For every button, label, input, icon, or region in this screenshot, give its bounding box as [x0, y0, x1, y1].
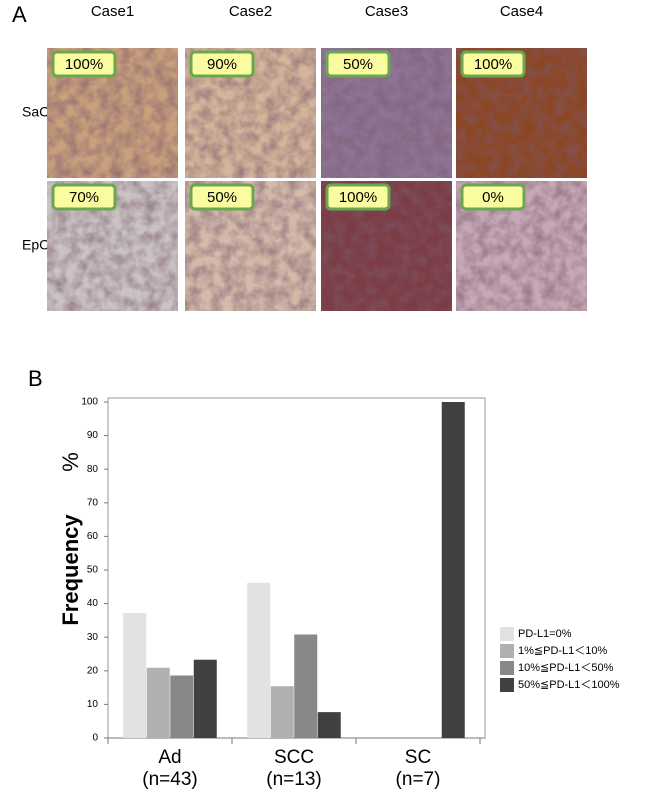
legend-swatch	[500, 678, 514, 692]
legend-swatch	[500, 644, 514, 658]
bar	[123, 613, 147, 738]
column-header: Case2	[229, 3, 272, 20]
y-tick-label: 30	[87, 632, 99, 643]
percent-badge	[51, 183, 117, 211]
bar	[317, 712, 341, 738]
percent-badge	[460, 183, 526, 211]
y-axis-unit: %	[58, 452, 83, 472]
bar	[193, 659, 217, 738]
percent-badge	[325, 183, 391, 211]
y-tick-label: 10	[87, 699, 99, 710]
percent-text: 100%	[339, 189, 377, 206]
legend-label: 1%≦PD-L1＜10%	[518, 645, 608, 657]
x-tick-label: Ad	[158, 747, 181, 768]
percent-text: 70%	[69, 189, 99, 206]
y-tick-label: 100	[81, 397, 98, 408]
panel-label: B	[28, 366, 43, 391]
row-label: SaC	[22, 104, 49, 120]
bar	[170, 675, 194, 738]
percent-badge	[460, 50, 526, 78]
percent-text: 0%	[482, 189, 504, 206]
percent-text: 50%	[343, 56, 373, 73]
y-tick-label: 60	[87, 531, 99, 542]
percent-text: 100%	[65, 56, 103, 73]
legend-label: PD-L1=0%	[518, 628, 572, 640]
y-tick-label: 40	[87, 598, 99, 609]
legend-swatch	[500, 661, 514, 675]
panel-label: A	[12, 2, 27, 27]
bar	[146, 667, 170, 738]
percent-badge	[189, 183, 255, 211]
x-tick-label: SC	[405, 747, 431, 768]
x-tick-note: (n=13)	[266, 769, 321, 790]
bar	[441, 402, 465, 738]
y-tick-label: 0	[92, 733, 98, 744]
percent-badge	[189, 50, 255, 78]
x-tick-label: SCC	[274, 747, 314, 768]
percent-badge	[51, 50, 117, 78]
legend-label: 50%≦PD-L1＜100%	[518, 679, 620, 691]
percent-text: 50%	[207, 189, 237, 206]
y-tick-label: 50	[87, 565, 99, 576]
y-axis-label: Frequency	[58, 514, 83, 626]
column-header: Case3	[365, 3, 408, 20]
row-label: EpC	[22, 237, 49, 253]
y-tick-label: 70	[87, 497, 99, 508]
y-tick-label: 80	[87, 464, 99, 475]
bar	[247, 582, 271, 738]
percent-text: 90%	[207, 56, 237, 73]
y-tick-label: 90	[87, 430, 99, 441]
bar	[270, 686, 294, 738]
column-header: Case1	[91, 3, 134, 20]
legend-label: 10%≦PD-L1＜50%	[518, 662, 614, 674]
x-tick-note: (n=43)	[142, 769, 197, 790]
bar	[294, 634, 318, 738]
x-tick-note: (n=7)	[396, 769, 441, 790]
percent-text: 100%	[474, 56, 512, 73]
y-tick-label: 20	[87, 665, 99, 676]
column-header: Case4	[500, 3, 543, 20]
legend-swatch	[500, 627, 514, 641]
percent-badge	[325, 50, 391, 78]
